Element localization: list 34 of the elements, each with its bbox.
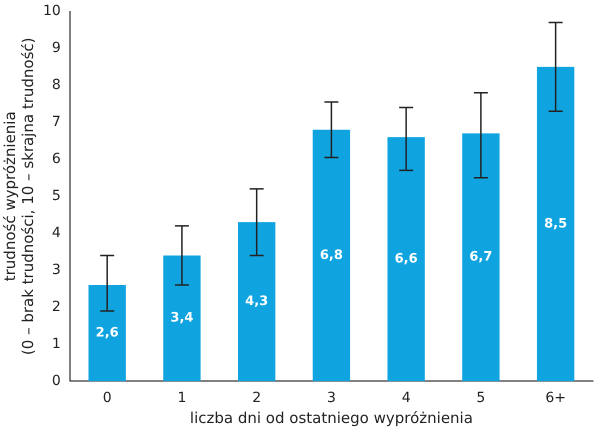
data-label: 6,6 (394, 252, 418, 267)
bar (462, 133, 500, 382)
x-tick-label: 6+ (545, 390, 566, 406)
data-label: 6,8 (320, 248, 343, 263)
bar (238, 222, 276, 382)
y-tick-label: 0 (52, 372, 61, 389)
y-tick-label: 6 (52, 150, 61, 167)
bar (88, 285, 126, 382)
x-tick-label: 4 (402, 390, 411, 406)
x-axis-title: liczba dni od ostatniego wypróżnienia (190, 408, 473, 427)
data-label: 6,7 (469, 250, 492, 265)
y-tick-label: 5 (52, 188, 61, 204)
data-label: 8,5 (544, 216, 568, 232)
data-label: 4,3 (245, 294, 268, 310)
y-tick-label: 7 (52, 114, 61, 130)
bar (387, 137, 425, 382)
y-tick-label: 1 (52, 336, 61, 352)
bar (536, 66, 574, 382)
y-tick-label: 3 (52, 262, 61, 278)
x-tick-label: 5 (476, 390, 486, 406)
bar (163, 255, 201, 382)
data-label: 2,6 (96, 326, 119, 340)
y-tick-label: 4 (52, 224, 61, 241)
y-tick-label: 2 (52, 298, 61, 315)
data-label: 3,4 (170, 310, 194, 326)
x-tick-label: 3 (326, 390, 336, 406)
y-axis-title: trudność wypróżnienia (0 – brak trudności, 10 – skrajna trudność) (0, 38, 37, 356)
x-tick-label: 2 (252, 390, 262, 406)
y-tick-label: 8 (52, 77, 61, 93)
x-tick-label: 1 (177, 390, 186, 406)
x-tick-label: 0 (102, 390, 112, 406)
y-tick-label: 9 (52, 40, 61, 56)
bar (312, 130, 350, 382)
y-tick-label: 10 (42, 3, 61, 20)
